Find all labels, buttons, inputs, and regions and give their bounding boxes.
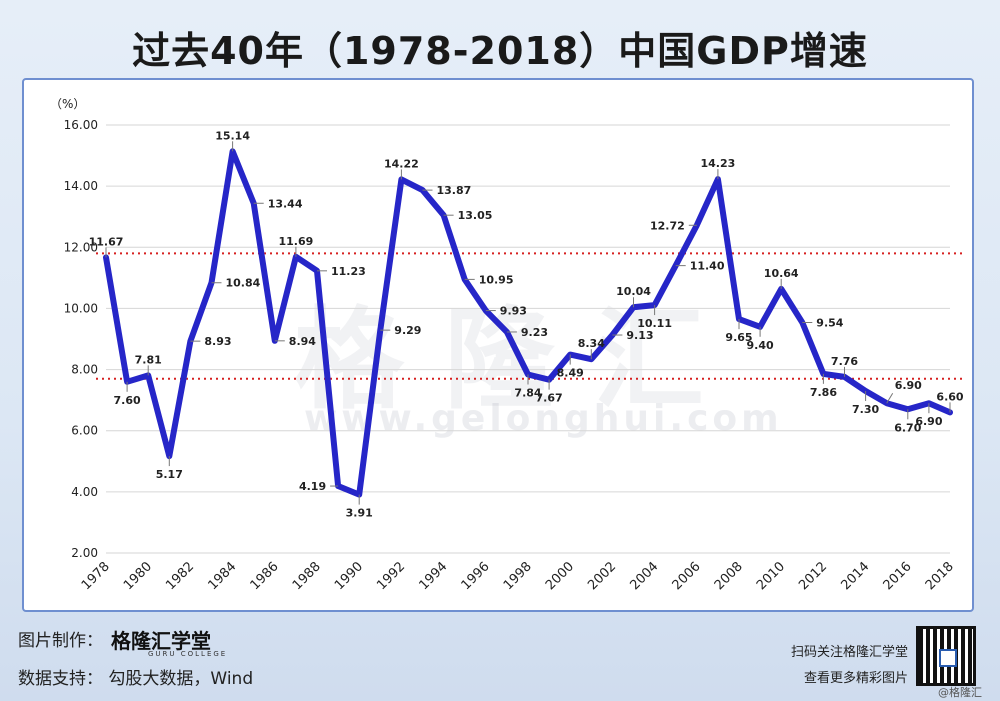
data-label: 9.54	[816, 316, 843, 329]
x-tick-label: 2000	[543, 559, 577, 593]
data-label: 5.17	[156, 468, 183, 481]
brand-logo-text: 格隆汇学堂	[111, 629, 211, 653]
data-label: 7.60	[114, 394, 141, 407]
data-label: 7.67	[536, 392, 563, 405]
data-label: 7.30	[852, 403, 879, 416]
data-label: 11.69	[279, 235, 314, 248]
qr-caption-2: 查看更多精彩图片	[803, 671, 908, 686]
data-label: 12.72	[650, 219, 685, 232]
x-tick-label: 2014	[838, 559, 872, 593]
data-label: 9.23	[521, 326, 548, 339]
data-label: 13.05	[458, 209, 493, 222]
data-label: 15.14	[215, 129, 250, 142]
data-label: 6.90	[895, 379, 922, 392]
x-tick-label: 2008	[712, 559, 746, 593]
data-label: 9.40	[747, 339, 774, 352]
data-source: 数据支持： 勾股大数据，Wind	[18, 669, 254, 689]
data-label: 10.64	[764, 267, 799, 280]
x-tick-label: 2012	[796, 559, 830, 593]
x-tick-label: 2010	[754, 559, 788, 593]
x-tick-label: 1988	[290, 559, 324, 593]
y-tick-label: 6.00	[71, 424, 98, 438]
watermark-text: 格隆汇	[294, 296, 744, 424]
y-axis-unit: （%）	[50, 97, 85, 111]
data-label: 9.13	[626, 329, 653, 342]
data-label: 7.84	[514, 386, 541, 399]
grid-lines	[106, 124, 950, 554]
data-label: 6.70	[894, 421, 921, 434]
y-tick-label: 8.00	[71, 363, 98, 377]
data-label: 14.22	[384, 157, 419, 170]
x-tick-label: 2006	[670, 559, 704, 593]
x-tick-label: 1994	[416, 559, 450, 593]
data-label: 6.60	[936, 390, 963, 403]
qr-code-icon	[916, 626, 976, 686]
data-label: 13.87	[437, 184, 472, 197]
x-tick-label: 1990	[332, 559, 366, 593]
data-label: 7.86	[810, 386, 837, 399]
data-label: 3.91	[346, 507, 373, 520]
data-label: 11.23	[331, 265, 366, 278]
reference-lines	[96, 252, 966, 380]
x-tick-label: 2016	[881, 559, 915, 593]
data-label: 7.81	[135, 353, 162, 366]
data-label: 9.93	[500, 305, 527, 318]
brand-subtitle: GURU COLLEGE	[148, 650, 228, 658]
chart-panel: 格隆汇 www.gelonghui.com （%） 2.00 4.00 6.00 8.…	[22, 78, 974, 612]
data-label: 10.95	[479, 273, 514, 286]
data-label: 7.76	[831, 355, 858, 368]
x-tick-label: 1992	[374, 559, 408, 593]
data-label: 10.11	[637, 317, 672, 330]
watermark-url: www.gelonghui.com	[304, 398, 783, 439]
data-label: 8.93	[204, 335, 231, 348]
data-label: 8.94	[289, 335, 316, 348]
data-label: 13.44	[268, 197, 303, 210]
x-tick-label: 1980	[121, 559, 155, 593]
x-tick-label: 1984	[205, 559, 239, 593]
y-tick-label: 10.00	[64, 301, 98, 315]
data-label: 9.29	[394, 324, 421, 337]
data-label: 4.19	[299, 480, 326, 493]
qr-caption-1: 扫码关注格隆汇学堂	[790, 645, 908, 660]
x-tick-labels: 1978 1980 1982 1984 1986 1988 1990 1992 1994 1996…	[79, 559, 957, 593]
data-label-leader	[886, 392, 894, 404]
y-tick-labels: 2.00 4.00 6.00 8.00 10.00 12.00 14.00 16.00	[64, 118, 98, 560]
x-tick-label: 1978	[79, 559, 113, 593]
data-label: 8.49	[557, 367, 584, 380]
data-label: 11.67	[89, 235, 124, 248]
x-tick-label: 2018	[923, 559, 957, 593]
y-tick-label: 16.00	[64, 118, 98, 132]
x-tick-label: 1986	[248, 559, 282, 593]
data-label: 6.90	[915, 415, 942, 428]
x-tick-label: 2004	[627, 559, 661, 593]
x-tick-label: 1996	[459, 559, 493, 593]
chart-title: 过去40年（1978-2018）中国GDP增速	[132, 29, 868, 73]
data-label: 10.04	[616, 285, 651, 298]
x-tick-label: 1982	[163, 559, 197, 593]
data-label: 10.84	[226, 277, 261, 290]
credit-label: 图片制作：	[18, 631, 103, 651]
credit-line: 图片制作： 格隆汇学堂	[18, 626, 211, 651]
data-label: 11.40	[690, 260, 725, 273]
y-tick-label: 2.00	[71, 546, 98, 560]
y-tick-label: 14.00	[64, 179, 98, 193]
gdp-line-chart: （%） 2.00 4.00 6.00 8.00 10.00 12.00 14.00 16.00…	[50, 97, 966, 593]
data-label: 8.34	[578, 337, 605, 350]
data-label: 9.65	[725, 331, 752, 344]
corner-watermark: @格隆汇	[938, 686, 982, 699]
x-tick-label: 2002	[585, 559, 619, 593]
data-label: 14.23	[701, 157, 736, 170]
y-tick-label: 4.00	[71, 485, 98, 499]
y-tick-label: 12.00	[64, 240, 98, 254]
x-tick-label: 1998	[501, 559, 535, 593]
data-labels: 11.67 7.60 7.81 5.17 8.93 10.84 15.14 13.44 8.94…	[89, 129, 964, 519]
